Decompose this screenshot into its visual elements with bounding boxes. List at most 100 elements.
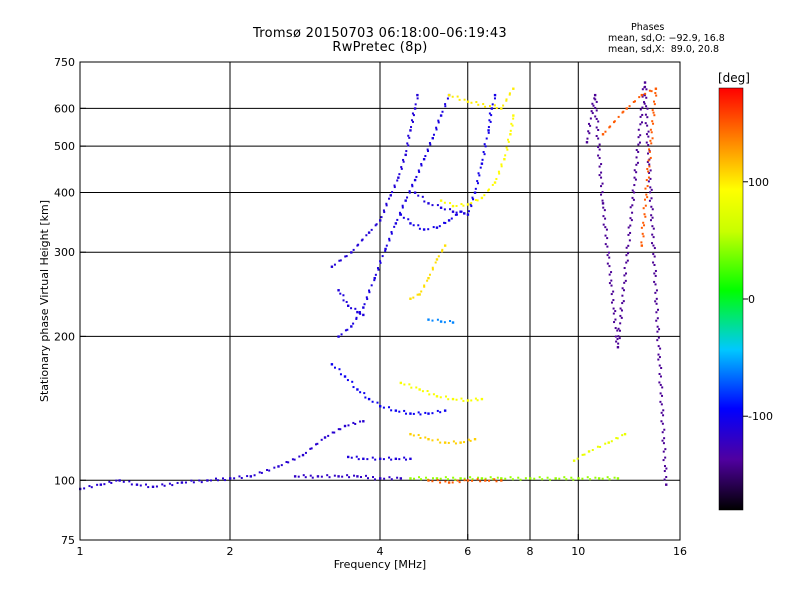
- echo-point-interp: [456, 479, 459, 482]
- echo-point-interp: [437, 255, 440, 258]
- echo-point-interp: [328, 476, 331, 479]
- echo-point-interp: [402, 160, 405, 163]
- echo-point-interp: [635, 149, 638, 152]
- echo-point-interp: [649, 128, 652, 131]
- y-tick-label: 300: [54, 246, 75, 259]
- echo-point-interp: [612, 290, 615, 293]
- echo-point: [427, 412, 430, 415]
- echo-point-interp: [613, 476, 616, 479]
- echo-point-interp: [385, 202, 388, 205]
- echo-point-interp: [352, 322, 355, 325]
- phase-heading: Phases: [631, 22, 665, 33]
- echo-point: [451, 204, 455, 208]
- echo-point-interp: [620, 316, 623, 319]
- echo-point-interp: [643, 198, 646, 201]
- echo-point: [413, 107, 417, 110]
- echo-point-interp: [586, 137, 589, 140]
- echo-point-interp: [471, 196, 474, 199]
- echo-point-interp: [656, 317, 659, 320]
- colorbar: [718, 87, 744, 511]
- echo-point-interp: [476, 180, 479, 183]
- echo-point-interp: [130, 483, 133, 486]
- echo-point-interp: [654, 300, 657, 303]
- echo-point-interp: [615, 437, 618, 440]
- echo-point-interp: [651, 208, 654, 211]
- echo-point-interp: [407, 134, 410, 137]
- echo-point-interp: [496, 476, 499, 479]
- chart-title: Tromsø 20150703 06:18:00–06:19:43: [252, 26, 508, 41]
- echo-point-interp: [594, 476, 597, 479]
- echo-point-interp: [652, 236, 655, 239]
- echo-point-interp: [587, 130, 590, 133]
- echo-point: [616, 346, 620, 349]
- echo-point: [416, 93, 419, 97]
- echo-point-interp: [600, 176, 603, 179]
- echo-point-interp: [593, 97, 596, 100]
- echo-point: [493, 93, 497, 97]
- echo-point-interp: [418, 227, 421, 230]
- phase-line-o: mean, sd,O: −92.9, 16.8: [608, 33, 725, 44]
- echo-point-interp: [353, 474, 356, 477]
- echo-point: [500, 107, 503, 110]
- echo-point-interp: [663, 470, 666, 473]
- echo-point-interp: [184, 481, 187, 484]
- echo-point: [397, 176, 400, 179]
- echo-point-interp: [233, 477, 236, 480]
- echo-point-interp: [346, 328, 349, 331]
- echo-point: [399, 477, 403, 480]
- echo-point-interp: [589, 124, 592, 127]
- echo-point-interp: [517, 476, 520, 479]
- echo-point-interp: [489, 120, 492, 123]
- echo-point-interp: [436, 409, 439, 412]
- echo-point-interp: [610, 284, 613, 287]
- echo-point-interp: [411, 120, 414, 123]
- echo-point: [439, 199, 443, 202]
- echo-point-interp: [662, 409, 665, 412]
- echo-point-interp: [371, 400, 374, 403]
- echo-point-interp: [661, 431, 664, 434]
- echo-point-interp: [650, 205, 653, 208]
- echo-point: [500, 479, 503, 482]
- echo-point-interp: [606, 237, 609, 240]
- echo-point-interp: [623, 281, 626, 284]
- echo-point-interp: [450, 217, 453, 220]
- echo-point-interp: [458, 481, 461, 484]
- x-tick-label: 8: [527, 545, 534, 558]
- echo-point-interp: [390, 458, 393, 461]
- echo-point-interp: [495, 480, 498, 483]
- echo-point-interp: [643, 213, 646, 216]
- echo-point-interp: [417, 433, 420, 436]
- echo-point-interp: [606, 476, 609, 479]
- echo-point: [404, 199, 407, 202]
- echo-point-interp: [240, 476, 243, 479]
- echo-point-interp: [621, 287, 624, 290]
- echo-point-interp: [340, 333, 343, 336]
- echo-point-interp: [616, 437, 619, 440]
- echo-point-interp: [407, 144, 410, 147]
- echo-point-interp: [398, 410, 401, 413]
- echo-point: [466, 203, 470, 206]
- echo-point-interp: [441, 110, 444, 113]
- echo-point-interp: [268, 469, 271, 472]
- echo-point-interp: [610, 279, 613, 282]
- echo-point-interp: [638, 96, 641, 99]
- echo-point-interp: [642, 235, 645, 238]
- echo-point-interp: [607, 251, 610, 254]
- echo-point-interp: [639, 115, 642, 118]
- echo-point-interp: [447, 398, 450, 401]
- echo-point-interp: [594, 115, 597, 118]
- colorbar-tick-label: 0: [748, 293, 755, 306]
- echo-point-interp: [619, 314, 622, 317]
- echo-point: [480, 397, 484, 401]
- echo-point-interp: [600, 193, 603, 196]
- echo-point-interp: [597, 146, 600, 149]
- echo-point-interp: [115, 479, 118, 482]
- echo-point-interp: [359, 476, 362, 479]
- echo-point-interp: [474, 397, 477, 400]
- echo-point-interp: [644, 204, 647, 207]
- echo-point-interp: [637, 143, 640, 146]
- echo-point-interp: [484, 477, 487, 480]
- echo-point-interp: [446, 478, 449, 481]
- echo-point-interp: [602, 206, 605, 209]
- echo-point-interp: [363, 392, 366, 395]
